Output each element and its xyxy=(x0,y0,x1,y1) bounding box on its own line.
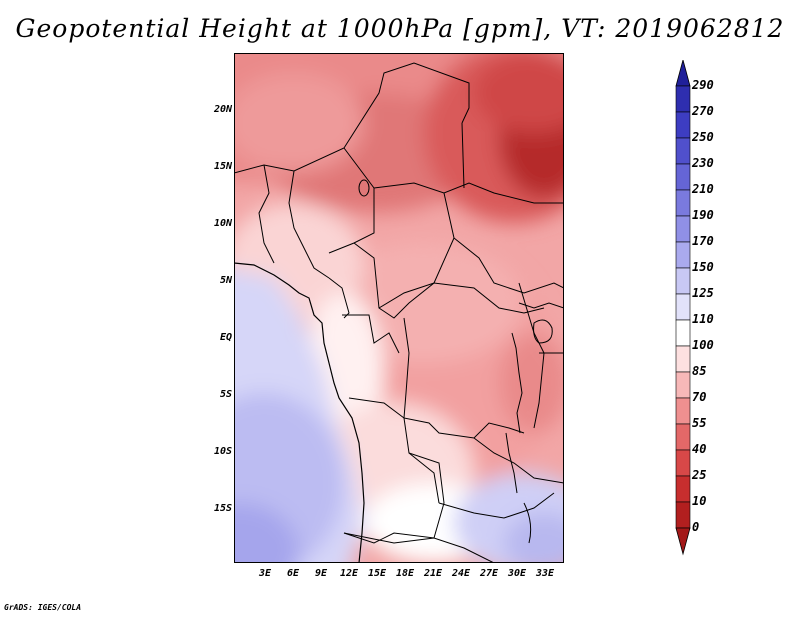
colorbar-level-label: 110 xyxy=(692,312,714,326)
lat-label-5s: 5S xyxy=(219,389,232,400)
colorbar-segment xyxy=(675,449,691,477)
lon-label-12e: 12E xyxy=(339,568,359,579)
lat-label-eq: EQ xyxy=(219,332,232,343)
colorbar-segment xyxy=(675,111,691,139)
colorbar-level-label: 10 xyxy=(692,494,707,508)
colorbar-level-label: 270 xyxy=(692,104,714,118)
colorbar-level-label: 125 xyxy=(692,286,714,300)
lon-label-6e: 6E xyxy=(286,568,300,579)
colorbar-segment xyxy=(675,241,691,269)
lon-label-3e: 3E xyxy=(258,568,272,579)
colorbar-segment xyxy=(675,319,691,347)
lakes xyxy=(358,179,553,544)
chart-title: Geopotential Height at 1000hPa [gpm], VT… xyxy=(15,14,785,43)
lon-label-27e: 27E xyxy=(479,568,499,579)
colorbar-level-label: 250 xyxy=(692,130,714,144)
lat-label-15s: 15S xyxy=(213,503,232,514)
lat-label-15n: 15N xyxy=(213,161,232,172)
colorbar-level-label: 25 xyxy=(692,468,707,482)
colorbar-segment xyxy=(675,189,691,217)
colorbar-top-arrow xyxy=(675,60,691,87)
lon-label-9e: 9E xyxy=(314,568,328,579)
country-borders xyxy=(234,62,564,563)
colorbar: 290 270 250 230 210 190 170 150 125 110 100 85 70 55 4… xyxy=(670,60,790,560)
colorbar-level-label: 0 xyxy=(692,520,700,534)
coastline xyxy=(234,262,365,563)
colorbar-level-label: 190 xyxy=(692,208,714,222)
colorbar-level-label: 230 xyxy=(692,156,714,170)
lon-label-24e: 24E xyxy=(451,568,471,579)
colorbar-segment xyxy=(675,371,691,399)
colorbar-segment xyxy=(675,163,691,191)
colorbar-level-label: 290 xyxy=(692,78,714,92)
colorbar-segment xyxy=(675,293,691,321)
colorbar-segment xyxy=(675,85,691,113)
map-frame xyxy=(234,53,564,563)
colorbar-level-label: 170 xyxy=(692,234,714,248)
colorbar-level-label: 55 xyxy=(692,416,707,430)
height-field xyxy=(234,53,564,563)
lat-label-20n: 20N xyxy=(213,104,232,115)
geopotential-map xyxy=(234,53,564,563)
colorbar-level-label: 40 xyxy=(692,442,707,456)
lon-label-30e: 30E xyxy=(507,568,527,579)
lat-label-10n: 10N xyxy=(213,218,232,229)
lat-label-10s: 10S xyxy=(213,446,232,457)
lon-label-15e: 15E xyxy=(367,568,387,579)
colorbar-level-label: 150 xyxy=(692,260,714,274)
colorbar-bottom-arrow xyxy=(675,527,691,556)
colorbar-level-label: 70 xyxy=(692,390,707,404)
colorbar-segment xyxy=(675,423,691,451)
colorbar-swatches xyxy=(675,60,691,556)
colorbar-segment xyxy=(675,215,691,243)
colorbar-level-label: 100 xyxy=(692,338,714,352)
colorbar-segment xyxy=(675,397,691,425)
lat-label-5n: 5N xyxy=(219,275,232,286)
colorbar-level-label: 210 xyxy=(692,182,714,196)
colorbar-level-label: 85 xyxy=(692,364,707,378)
colorbar-segment xyxy=(675,475,691,503)
grads-credit: GrADS: IGES/COLA xyxy=(4,603,82,612)
lon-label-18e: 18E xyxy=(395,568,415,579)
colorbar-segment xyxy=(675,267,691,295)
map-panel xyxy=(234,53,564,563)
colorbar-segment xyxy=(675,501,691,529)
colorbar-segment xyxy=(675,137,691,165)
colorbar-segment xyxy=(675,345,691,373)
lon-label-33e: 33E xyxy=(535,568,555,579)
lon-label-21e: 21E xyxy=(423,568,443,579)
